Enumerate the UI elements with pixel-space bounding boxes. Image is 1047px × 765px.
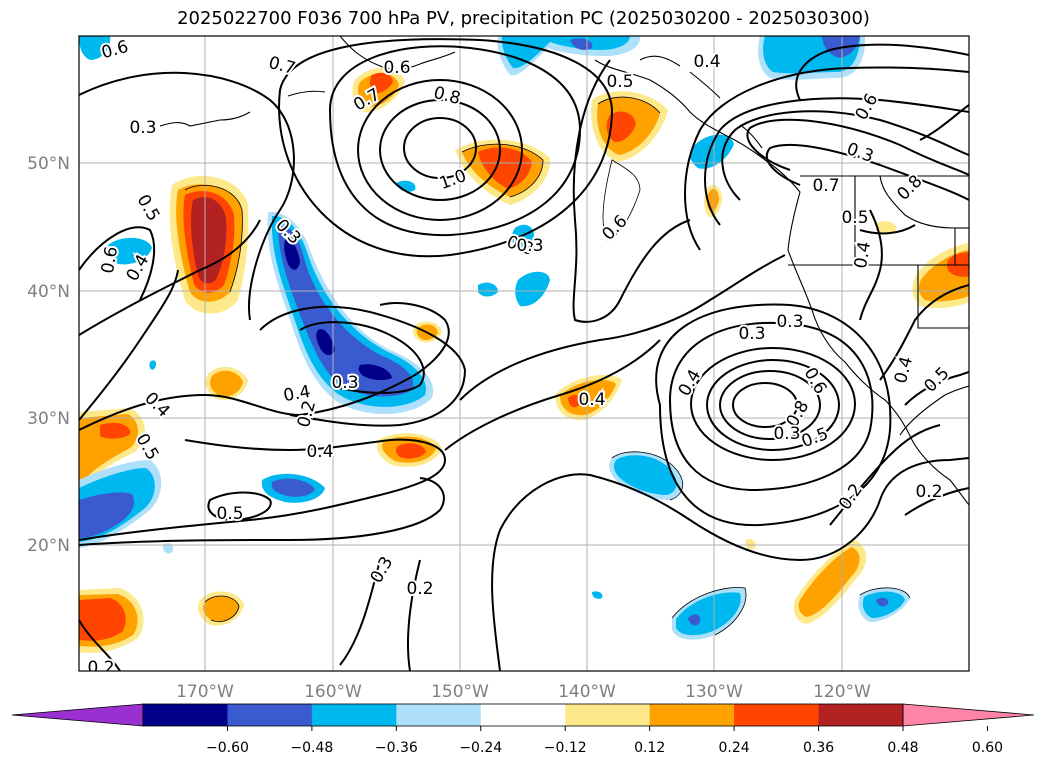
lat-label: 20°N — [27, 536, 70, 556]
contour-label: 0.6 — [383, 58, 410, 78]
colorbar-outline — [142, 703, 904, 727]
map-frame — [78, 35, 970, 672]
contour-label: 0.3 — [773, 424, 800, 444]
chart-title: 2025022700 F036 700 hPa PV, precipitatio… — [177, 8, 870, 29]
lat-label: 30°N — [27, 409, 70, 429]
colorbar-segment — [227, 704, 313, 726]
contour-label: 0.6 — [98, 245, 122, 275]
colorbar-tick-label: −0.12 — [544, 740, 587, 756]
colorbar-segment — [734, 704, 820, 726]
colorbar-extend-low — [11, 703, 144, 727]
lon-label: 120°W — [813, 682, 871, 702]
colorbar-segment — [396, 704, 482, 726]
contour-label: 0.2 — [87, 658, 114, 678]
colorbar-tick-label: 0.60 — [972, 740, 1003, 756]
lat-label: 40°N — [27, 282, 70, 302]
contour-label: 0.4 — [306, 442, 333, 462]
colorbar-tick-label: 0.24 — [719, 740, 750, 756]
contour-label: 0.3 — [129, 118, 156, 138]
contour-label: 0.7 — [812, 176, 839, 196]
lon-label: 170°W — [176, 682, 234, 702]
contour-label: 0.3 — [331, 373, 358, 393]
colorbar-ticks: −0.60 −0.48 −0.36 −0.24 −0.12 0.12 0.24 0.36 0.4… — [206, 726, 1003, 756]
lon-label: 140°W — [558, 682, 616, 702]
contour-label: 0.3 — [738, 324, 765, 344]
colorbar-segments — [11, 703, 1035, 727]
lat-label: 50°N — [27, 154, 70, 174]
map-area: 0.60.7 0.60.7 0.80.50.40.31.00.50.30.40.3 0… — [79, 36, 969, 678]
contour-label: 0.3 — [776, 312, 803, 332]
precip-negative-regions — [79, 36, 910, 640]
lon-label: 160°W — [304, 682, 362, 702]
pv-contours — [79, 38, 969, 671]
colorbar-segment — [143, 704, 228, 726]
contour-label: 0.4 — [693, 52, 720, 72]
thin-contours — [184, 96, 911, 636]
colorbar-tick-label: −0.24 — [459, 740, 502, 756]
colorbar-extend-high — [902, 703, 1035, 727]
map-background — [79, 36, 969, 671]
colorbar-segment — [311, 704, 397, 726]
lon-axis-labels: 170°W 160°W 150°W 140°W 130°W 120°W — [176, 682, 871, 702]
colorbar-segment — [818, 704, 904, 726]
coastlines — [159, 36, 969, 506]
lon-label: 130°W — [685, 682, 743, 702]
colorbar-tick-label: −0.60 — [206, 740, 249, 756]
colorbar-segment — [565, 704, 651, 726]
contour-label: 0.5 — [841, 208, 868, 228]
contour-label: 0.5 — [216, 504, 243, 524]
colorbar-tick-label: 0.48 — [887, 740, 918, 756]
colorbar-segment — [649, 704, 735, 726]
colorbar-tick-label: 0.36 — [803, 740, 834, 756]
contour-label: 0.3 — [516, 236, 543, 256]
contour-label: 0.2 — [406, 579, 433, 599]
contour-label: 0.5 — [606, 72, 633, 92]
contour-label: 0.4 — [578, 390, 605, 410]
lon-label: 150°W — [431, 682, 489, 702]
colorbar-tick-label: 0.12 — [634, 740, 665, 756]
colorbar-tick-label: −0.36 — [375, 740, 418, 756]
colorbar-segment — [480, 704, 566, 726]
contour-label: 0.2 — [915, 482, 942, 502]
lat-axis-labels: 50°N 40°N 30°N 20°N — [27, 154, 70, 556]
colorbar-tick-label: −0.48 — [290, 740, 333, 756]
